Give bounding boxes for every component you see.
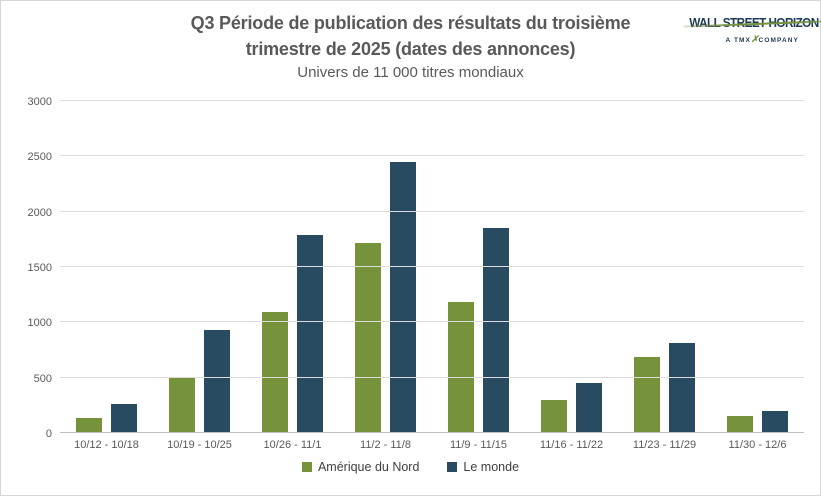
bar-am-rique-du-nord-7 <box>634 356 660 433</box>
bar-am-rique-du-nord-5 <box>448 301 474 433</box>
x-axis-label-8: 11/30 - 12/6 <box>728 439 787 451</box>
x-axis-label-6: 11/16 - 11/22 <box>539 439 604 451</box>
bar-am-rique-du-nord-3 <box>262 311 288 433</box>
legend-swatch-icon <box>447 462 458 472</box>
bar-group-3: 10/26 - 11/1 <box>246 101 339 451</box>
y-axis-label-1500: 1500 <box>27 262 52 274</box>
gridline-2000 <box>60 210 804 212</box>
chart-subtitle: Univers de 11 000 titres mondiaux <box>297 64 524 81</box>
chart-title-line1: Q3 Période de publication des résultats … <box>190 13 631 33</box>
y-axis-label-3000: 3000 <box>27 96 52 108</box>
bar-group-5: 11/9 - 11/15 <box>432 101 525 451</box>
gridline-2500 <box>60 155 804 157</box>
bar-le-monde-6 <box>576 383 602 433</box>
y-axis-label-1000: 1000 <box>27 317 52 330</box>
gridline-3000 <box>60 100 804 101</box>
legend-swatch-icon <box>301 462 312 472</box>
legend-item-le-monde: Le monde <box>447 460 519 474</box>
legend: Amérique du Nord Le monde <box>0 460 821 474</box>
chart-title-line2: trimestre de 2025 (dates des annonces) <box>245 39 576 59</box>
y-axis-label-500: 500 <box>33 372 52 385</box>
tmx-tagline-suffix: COMPANY <box>758 37 799 44</box>
x-axis-label-3: 10/26 - 11/1 <box>263 439 322 451</box>
bar-group-8: 11/30 - 12/6 <box>711 101 804 451</box>
x-axis-label-5: 11/9 - 11/15 <box>449 439 508 451</box>
bar-le-monde-3 <box>297 235 323 433</box>
bar-am-rique-du-nord-2 <box>169 376 195 433</box>
x-axis-label-4: 11/2 - 11/8 <box>360 439 411 451</box>
y-axis-label-2000: 2000 <box>27 206 52 219</box>
gridline-500 <box>60 376 804 378</box>
x-axis-label-2: 10/19 - 10/25 <box>167 439 232 451</box>
bar-group-4: 11/2 - 11/8 <box>339 101 432 451</box>
bar-am-rique-du-nord-4 <box>355 242 381 433</box>
y-axis-label-2500: 2500 <box>27 151 52 164</box>
chart-title: Q3 Période de publication des résultats … <box>70 10 751 62</box>
gridline-0 <box>60 432 804 433</box>
gridline-1000 <box>60 321 804 323</box>
bar-group-7: 11/23 - 11/29 <box>618 101 711 451</box>
bar-le-monde-7 <box>669 343 695 433</box>
bar-groups: 10/12 - 10/18 10/19 - 10/25 10/26 - 11/1 11… <box>60 101 804 451</box>
bar-group-2: 10/19 - 10/25 <box>153 101 246 451</box>
bar-group-6: 11/16 - 11/22 <box>525 101 618 451</box>
bar-le-monde-4 <box>390 161 416 433</box>
logo-brand-text: WALL STREET HORIZON <box>683 16 821 30</box>
bar-group-1: 10/12 - 10/18 <box>60 101 153 451</box>
plot-area: 10/12 - 10/18 10/19 - 10/25 10/26 - 11/1 11… <box>28 96 804 451</box>
bar-am-rique-du-nord-8 <box>727 415 753 433</box>
bar-le-monde-8 <box>762 410 788 433</box>
legend-label: Amérique du Nord <box>317 460 420 474</box>
tmx-x-icon: ✗ <box>751 34 759 44</box>
bar-le-monde-5 <box>483 228 509 433</box>
bar-am-rique-du-nord-1 <box>76 417 102 433</box>
tmx-tagline: A TMX✗COMPANY <box>681 34 799 45</box>
x-axis-label-1: 10/12 - 10/18 <box>74 439 139 451</box>
y-axis-label-0: 0 <box>45 428 52 440</box>
bar-le-monde-2 <box>204 330 230 433</box>
wall-street-horizon-logo: WALL STREET HORIZON A TMX✗COMPANY <box>681 14 821 45</box>
legend-item-am-rique-du-nord: Amérique du Nord <box>301 460 420 474</box>
bar-le-monde-1 <box>111 404 137 433</box>
tmx-tagline-prefix: A TMX <box>725 37 751 44</box>
gridline-1500 <box>60 266 804 267</box>
x-axis-label-7: 11/23 - 11/29 <box>632 439 697 451</box>
chart-header: Q3 Période de publication des résultats … <box>70 10 751 83</box>
legend-label: Le monde <box>463 460 520 474</box>
bar-am-rique-du-nord-6 <box>541 399 567 433</box>
